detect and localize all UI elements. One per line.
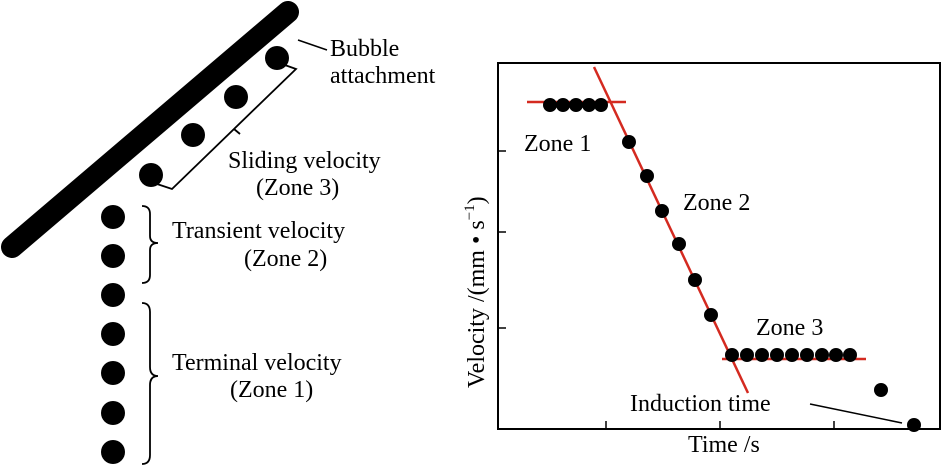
data-point xyxy=(640,169,654,183)
sliding-label-2: (Zone 3) xyxy=(256,175,339,201)
attachment-leader xyxy=(297,39,328,51)
data-point xyxy=(543,98,557,112)
data-point xyxy=(556,98,570,112)
data-point xyxy=(740,348,754,362)
data-point xyxy=(755,348,769,362)
data-point xyxy=(672,237,686,251)
bubble xyxy=(101,322,125,346)
y-axis-label-exp: −1 xyxy=(462,204,478,220)
y-axis-label-main: Velocity /(mm • s xyxy=(464,220,490,388)
data-points xyxy=(543,98,921,432)
data-point xyxy=(569,98,583,112)
terminal-label-1: Terminal velocity xyxy=(172,350,342,376)
x-ticks xyxy=(605,421,835,429)
data-point xyxy=(594,98,608,112)
fit-lines xyxy=(527,66,866,394)
bubble xyxy=(181,123,205,147)
transient-label-1: Transient velocity xyxy=(172,218,345,244)
transient-label-2: (Zone 2) xyxy=(244,246,327,272)
zone3-label: Zone 3 xyxy=(756,315,823,341)
data-point xyxy=(622,135,636,149)
y-axis-label: Velocity /(mm • s−1) xyxy=(462,196,490,388)
zone1-label: Zone 1 xyxy=(524,131,591,157)
bubble xyxy=(101,361,125,385)
bubble xyxy=(101,244,125,268)
data-point xyxy=(725,348,739,362)
sliding-bracket-tip xyxy=(233,128,241,135)
data-point xyxy=(843,348,857,362)
zone2-fit-line xyxy=(592,66,750,394)
plot-frame xyxy=(497,62,941,430)
data-point xyxy=(815,348,829,362)
y-axis-label-close: ) xyxy=(464,196,490,204)
svg-text:Velocity /(mm • s−1): Velocity /(mm • s−1) xyxy=(462,196,490,388)
data-point xyxy=(704,308,718,322)
attachment-label-1: Bubble xyxy=(330,36,399,62)
data-point xyxy=(800,348,814,362)
terminal-label-2: (Zone 1) xyxy=(230,377,313,403)
bubble xyxy=(101,205,125,229)
x-axis-label: Time /s xyxy=(688,432,760,458)
rising-bubbles xyxy=(101,205,125,464)
data-point xyxy=(770,348,784,362)
attachment-label-2: attachment xyxy=(330,63,436,89)
bubble xyxy=(101,440,125,464)
data-point xyxy=(874,383,888,397)
data-point xyxy=(688,273,702,287)
data-point xyxy=(829,348,843,362)
induction-time-label: Induction time xyxy=(630,391,771,417)
data-point xyxy=(582,98,596,112)
sliding-label-1: Sliding velocity xyxy=(228,148,381,174)
induction-time-leader xyxy=(809,403,903,424)
bubble xyxy=(265,46,289,70)
transient-bracket xyxy=(141,205,159,284)
data-point xyxy=(907,418,921,432)
data-point xyxy=(785,348,799,362)
bubble xyxy=(101,401,125,425)
y-ticks xyxy=(498,150,506,329)
bubble xyxy=(101,283,125,307)
inclined-plate xyxy=(1,1,299,258)
data-point xyxy=(655,204,669,218)
bubble xyxy=(139,163,163,187)
bubble xyxy=(224,85,248,109)
terminal-bracket xyxy=(141,302,159,465)
zone2-label: Zone 2 xyxy=(683,190,750,216)
